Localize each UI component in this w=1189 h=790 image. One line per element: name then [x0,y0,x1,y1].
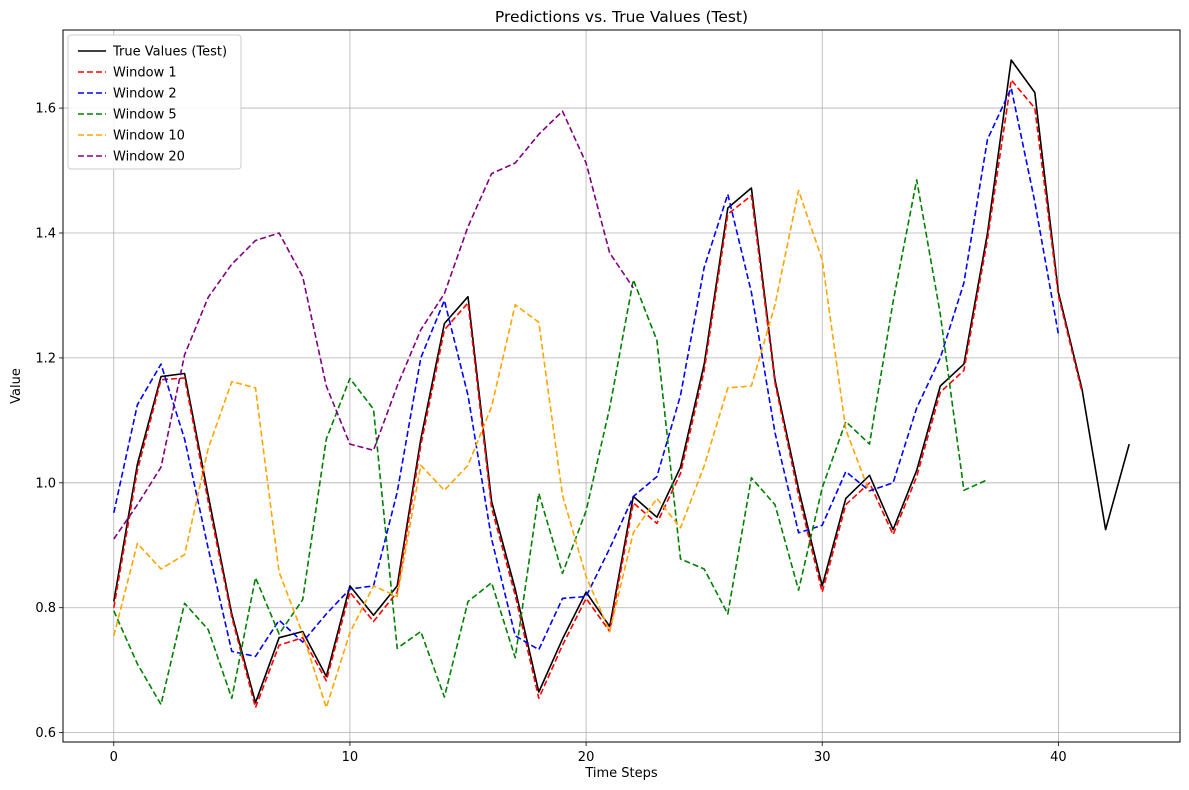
y-tick-label: 1.6 [35,102,56,117]
series-line-2 [113,87,1060,658]
chart-title: Predictions vs. True Values (Test) [495,8,748,26]
y-tick-label: 1.2 [35,351,56,366]
plot-frame [62,29,1181,743]
y-tick-label: 0.6 [35,726,56,741]
legend-box [67,34,242,170]
y-tick-label: 0.8 [35,601,56,616]
legend-label-0: True Values (Test) [112,45,227,60]
legend-label-5: Window 20 [113,150,185,165]
y-tick-label: 1.0 [35,476,56,491]
x-tick-label: 10 [342,750,359,765]
legend-label-2: Window 2 [113,87,177,102]
series-line-5 [113,110,634,540]
series-line-1 [113,79,1083,709]
legend-label-3: Window 5 [113,108,177,123]
legend-label-1: Window 1 [113,66,177,81]
x-tick-label: 40 [1050,750,1067,765]
legend-label-4: Window 10 [113,129,185,144]
y-axis-ticks: 0.6 0.8 1.0 1.2 1.4 1.6 [35,102,63,741]
series-line-4 [113,189,871,709]
y-tick-label: 1.4 [35,226,56,241]
legend: True Values (Test) Window 1 Window 2 Window… [67,34,242,170]
x-axis-ticks: 0 10 20 30 40 [110,742,1067,765]
series-lines [113,59,1130,709]
x-tick-label: 20 [578,750,595,765]
x-tick-label: 0 [110,750,118,765]
series-line-0 [113,59,1130,704]
grid [63,30,1180,742]
x-axis-label: Time Steps [584,766,658,781]
x-tick-label: 30 [814,750,831,765]
series-line-3 [113,179,988,706]
y-axis-label: Value [9,368,24,404]
